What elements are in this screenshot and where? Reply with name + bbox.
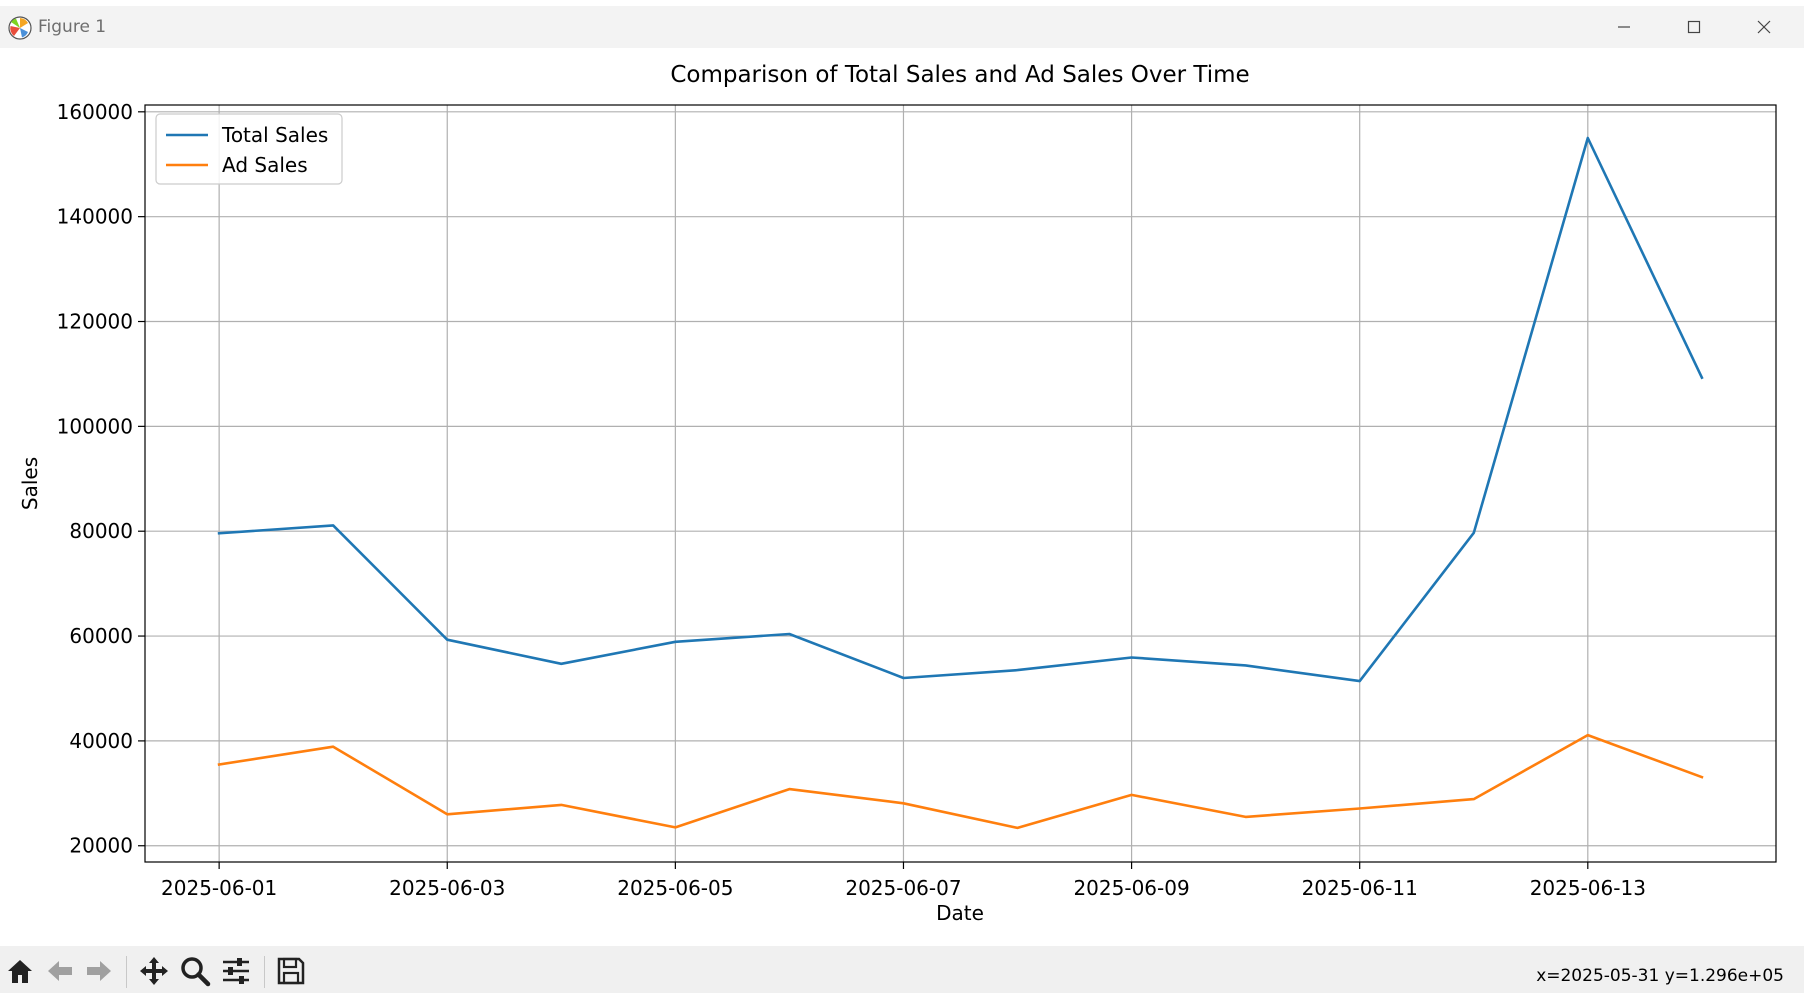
x-tick-label: 2025-06-03 bbox=[389, 876, 505, 900]
back-icon bbox=[48, 961, 72, 981]
zoom-icon bbox=[181, 957, 211, 987]
y-tick-label: 60000 bbox=[69, 624, 133, 648]
legend: Total Sales Ad Sales bbox=[155, 113, 343, 185]
forward-icon bbox=[87, 961, 111, 981]
configure-subplots-button[interactable] bbox=[219, 954, 253, 988]
pan-icon bbox=[140, 957, 168, 985]
legend-label: Total Sales bbox=[221, 123, 328, 147]
forward-button[interactable] bbox=[82, 954, 116, 988]
y-tick-label: 120000 bbox=[57, 310, 133, 334]
legend-box bbox=[155, 113, 343, 185]
toolbar-separator bbox=[264, 956, 265, 988]
total-sales-line bbox=[217, 136, 1704, 683]
back-button[interactable] bbox=[43, 954, 77, 988]
y-tick-label: 160000 bbox=[57, 100, 133, 124]
window-title: Figure 1 bbox=[38, 17, 107, 37]
ad-sales-line bbox=[217, 733, 1704, 830]
matplotlib-logo-icon bbox=[8, 16, 32, 40]
close-button[interactable] bbox=[1734, 6, 1794, 48]
y-tick-label: 80000 bbox=[69, 519, 133, 543]
home-button[interactable] bbox=[3, 954, 37, 988]
x-tick-label: 2025-06-07 bbox=[845, 876, 961, 900]
y-tick-label: 40000 bbox=[69, 729, 133, 753]
zoom-button[interactable] bbox=[178, 954, 212, 988]
y-tick-label: 20000 bbox=[69, 834, 133, 858]
axis-ticks: 2025-06-01 2025-06-03 2025-06-05 2025-06-07… bbox=[57, 100, 1646, 900]
save-button[interactable] bbox=[274, 954, 308, 988]
x-tick-label: 2025-06-09 bbox=[1073, 876, 1189, 900]
close-icon bbox=[1757, 20, 1771, 34]
line-chart: Comparison of Total Sales and Ad Sales O… bbox=[18, 62, 1777, 925]
maximize-button[interactable] bbox=[1664, 6, 1724, 48]
pan-button[interactable] bbox=[137, 954, 171, 988]
minimize-icon bbox=[1618, 26, 1630, 28]
legend-label: Ad Sales bbox=[222, 153, 308, 177]
maximize-icon bbox=[1687, 20, 1701, 34]
configure-icon bbox=[223, 958, 249, 984]
x-tick-label: 2025-06-01 bbox=[161, 876, 277, 900]
plot-area bbox=[144, 104, 1777, 863]
cursor-coordinates: x=2025-05-31 y=1.296e+05 bbox=[1536, 966, 1784, 986]
figure-canvas[interactable]: Comparison of Total Sales and Ad Sales O… bbox=[0, 48, 1804, 946]
navigation-toolbar: x=2025-05-31 y=1.296e+05 bbox=[0, 946, 1804, 993]
x-tick-label: 2025-06-05 bbox=[617, 876, 733, 900]
home-icon bbox=[8, 960, 32, 983]
grid-lines bbox=[145, 105, 1776, 862]
x-tick-label: 2025-06-11 bbox=[1302, 876, 1418, 900]
y-tick-label: 140000 bbox=[57, 205, 133, 229]
chart-title: Comparison of Total Sales and Ad Sales O… bbox=[670, 62, 1249, 88]
save-icon bbox=[277, 957, 305, 985]
title-bar[interactable]: Figure 1 bbox=[0, 6, 1804, 48]
y-tick-label: 100000 bbox=[57, 414, 133, 438]
x-tick-label: 2025-06-13 bbox=[1530, 876, 1646, 900]
x-axis-label: Date bbox=[936, 901, 984, 925]
series-layer bbox=[217, 136, 1704, 830]
y-axis-label: Sales bbox=[18, 457, 42, 510]
toolbar-separator bbox=[126, 956, 127, 988]
minimize-button[interactable] bbox=[1594, 6, 1654, 48]
